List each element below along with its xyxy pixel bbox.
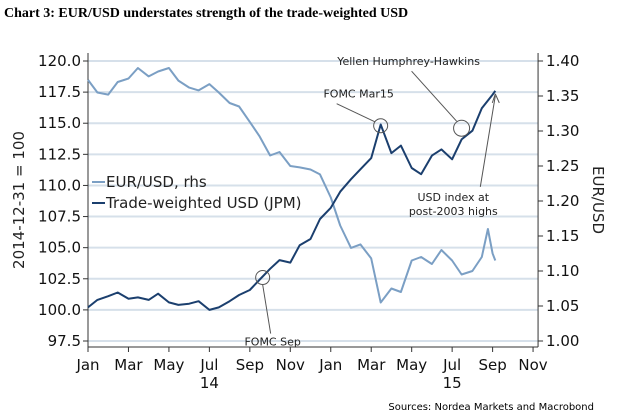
annotation-circle: [453, 119, 471, 137]
y-tick-label-left: 115.0: [38, 114, 81, 132]
x-tick-label: Jul: [442, 356, 461, 374]
y-tick-label-left: 100.0: [38, 301, 81, 319]
y-tick-label-right: 1.15: [546, 227, 579, 245]
x-tick-label: Jan: [318, 356, 342, 374]
x-tick-label: Mar: [114, 356, 143, 374]
y-tick-label-left: 112.5: [38, 145, 81, 163]
y-tick-label-right: 1.10: [546, 262, 579, 280]
x-tick-label: May: [153, 356, 184, 374]
x-tick-label: Nov: [518, 356, 547, 374]
y-tick-label-left: 120.0: [38, 52, 81, 70]
y-axis-label-right: EUR/USD: [589, 166, 607, 234]
x-tick-label: Sep: [478, 356, 506, 374]
y-tick-label-right: 1.20: [546, 192, 579, 210]
annotation-circle: [373, 118, 389, 134]
y-tick-label-left: 117.5: [38, 83, 81, 101]
y-tick-label-left: 110.0: [38, 176, 81, 194]
y-tick-label-right: 1.05: [546, 297, 579, 315]
y-axis-label-left: 2014-12-31 = 100: [10, 131, 28, 269]
series-line-eurusd: [87, 67, 497, 304]
series-line-twusd: [87, 90, 497, 311]
x-tick-label: Sep: [236, 356, 264, 374]
annotation-usd-highs: USD index at post-2003 highs: [409, 191, 498, 218]
arrow-head-icon: [491, 93, 500, 104]
x-tick-label: Jan: [75, 356, 99, 374]
y-tick-label-right: 1.40: [546, 52, 579, 70]
legend-label-twusd: Trade-weighted USD (JPM): [105, 194, 302, 212]
x-year-label: 15: [443, 374, 462, 392]
annotation-yellen: Yellen Humphrey-Hawkins: [336, 55, 480, 68]
y-tick-label-right: 1.00: [546, 332, 579, 350]
y-tick-label-left: 97.5: [48, 332, 81, 350]
chart-title: Chart 3: EUR/USD understates strength of…: [4, 6, 409, 21]
legend: EUR/USD, rhs Trade-weighted USD (JPM): [92, 173, 302, 212]
y-tick-label-right: 1.35: [546, 87, 579, 105]
annotation-leader: [336, 103, 375, 123]
x-tick-label: May: [396, 356, 427, 374]
y-tick-label-right: 1.30: [546, 122, 579, 140]
y-tick-label-left: 102.5: [38, 270, 81, 288]
annotation-leader: [411, 70, 457, 122]
y-tick-label-right: 1.25: [546, 157, 579, 175]
y-tick-label-left: 107.5: [38, 208, 81, 226]
x-year-label: 14: [200, 374, 219, 392]
x-tick-label: Jul: [199, 356, 218, 374]
y-tick-label-left: 105.0: [38, 239, 81, 257]
annotation-fomc-sep: FOMC Sep: [244, 336, 300, 349]
annotation-leader: [262, 284, 272, 334]
x-tick-label: Mar: [357, 356, 386, 374]
annotation-arrow: [479, 95, 496, 187]
x-tick-label: Nov: [276, 356, 305, 374]
legend-label-eurusd: EUR/USD, rhs: [106, 173, 207, 191]
source-note: Sources: Nordea Markets and Macrobond: [388, 402, 594, 413]
annotation-fomc-mar15: FOMC Mar15: [323, 88, 393, 101]
